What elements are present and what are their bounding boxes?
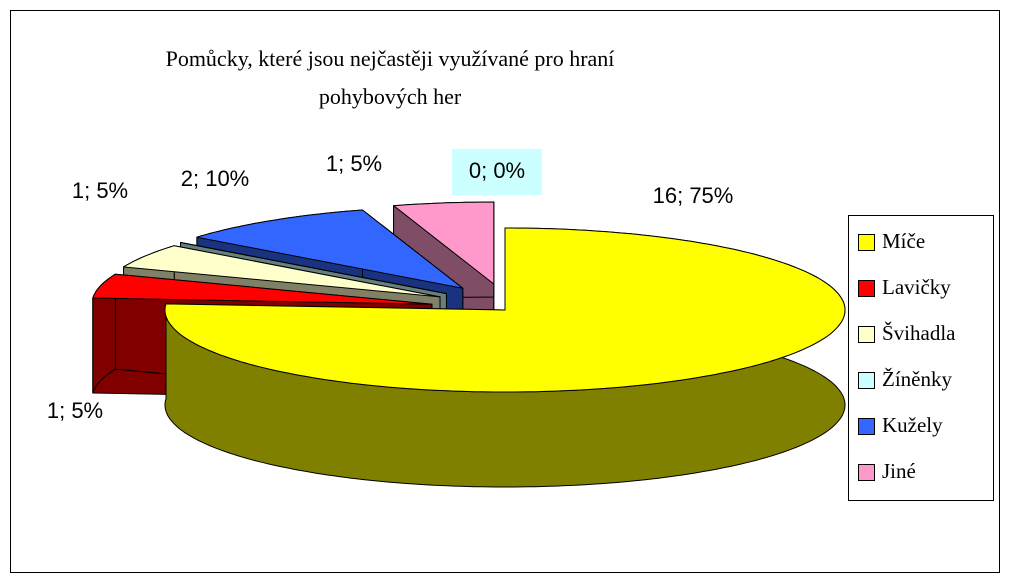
data-label: 1; 5% [72, 178, 128, 203]
legend-swatch [858, 326, 875, 343]
legend-label: Švihadla [882, 321, 956, 345]
legend-label: Lavičky [882, 275, 951, 299]
slice [164, 227, 846, 488]
data-label: 1; 5% [326, 151, 382, 176]
legend-label: Kužely [882, 413, 943, 437]
slice-top [393, 201, 495, 285]
slice-top [180, 242, 447, 295]
label-background [452, 149, 542, 195]
legend-swatch [858, 418, 875, 435]
legend-swatch [858, 280, 875, 297]
slice-top [92, 273, 433, 305]
data-label: 1; 5% [47, 398, 103, 423]
legend-swatch [858, 234, 875, 251]
slice-top [123, 245, 441, 298]
chart-title: Pomůcky, které jsou nejčastěji využívané… [165, 46, 615, 109]
legend-label: Žíněnky [882, 367, 952, 391]
slice-top [196, 209, 464, 289]
legend-label: Míče [882, 229, 925, 253]
legend-label: Jiné [882, 459, 916, 483]
legend [848, 215, 994, 501]
legend-swatch [858, 464, 875, 481]
slice-top [164, 227, 846, 393]
legend-swatch [858, 372, 875, 389]
data-label: 2; 10% [181, 166, 250, 191]
data-label: 0; 0% [469, 158, 525, 183]
data-label: 16; 75% [653, 183, 734, 208]
